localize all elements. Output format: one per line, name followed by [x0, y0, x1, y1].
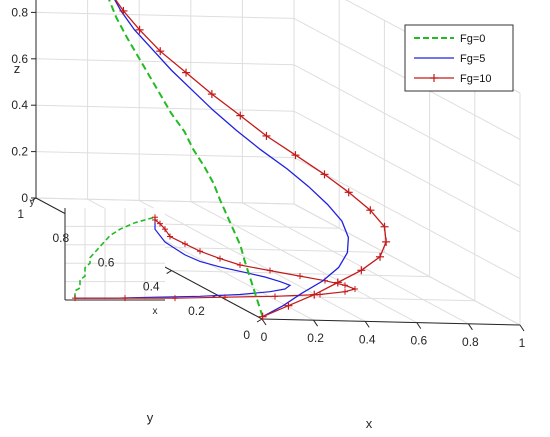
- z-tick-label: 0.8: [11, 5, 28, 19]
- y-tick-label: 0: [243, 328, 250, 342]
- legend-entry: Fg=10: [460, 73, 492, 85]
- grid-line: [171, 270, 430, 278]
- inset-plot: xy: [30, 197, 358, 317]
- y-tick-label: 0.6: [98, 255, 115, 269]
- grid-line: [138, 199, 366, 322]
- x-tick-label: 0.2: [307, 331, 324, 345]
- legend: Fg=0 Fg=5 Fg=10: [404, 24, 514, 92]
- grid-line: [293, 157, 521, 280]
- x-tick: [467, 323, 473, 331]
- x-tick-label: 0: [261, 330, 268, 344]
- x-tick: [313, 319, 319, 327]
- z-tick-label: 0.2: [11, 145, 28, 159]
- x-axis-label: x: [366, 416, 373, 431]
- grid-line: [293, 64, 521, 187]
- series-line: [114, 0, 350, 318]
- legend-entry: Fg=5: [460, 53, 485, 65]
- inset-background: [65, 208, 165, 300]
- inset-series-line: [75, 217, 292, 299]
- y-tick: [166, 270, 172, 275]
- y-axis-label: y: [147, 410, 154, 425]
- grid-line: [35, 58, 295, 66]
- series-line: [108, 0, 264, 318]
- x-tick: [364, 321, 370, 328]
- tick-labels: 0000.20.20.20.40.40.40.60.60.60.80.80.81…: [11, 5, 526, 431]
- grid-line: [35, 104, 295, 112]
- y-tick-label: 0.4: [143, 280, 160, 294]
- z-tick-label: 0.6: [11, 52, 28, 66]
- z-tick-label: 0: [21, 191, 28, 205]
- x-tick: [519, 324, 525, 332]
- x-tick: [416, 322, 422, 329]
- z-tick-label: 0.4: [11, 98, 28, 112]
- x-tick-label: 0.8: [462, 335, 479, 349]
- y-tick: [256, 318, 263, 323]
- grid-line: [35, 11, 295, 19]
- y-tick-label: 0.8: [53, 231, 70, 245]
- grid-line: [293, 110, 521, 233]
- inset-series-line: [74, 216, 156, 299]
- legend-entry: Fg=0: [460, 33, 485, 45]
- grid-line: [35, 151, 295, 159]
- grid-line: [126, 245, 385, 253]
- y-tick-label: 0.2: [188, 304, 205, 318]
- x-tick-label: 0.6: [410, 334, 427, 348]
- y-tick: [30, 197, 37, 202]
- grid-line: [190, 201, 418, 324]
- inset-y-label: y: [30, 197, 35, 208]
- grid-line: [35, 197, 295, 205]
- grid-line: [216, 294, 475, 302]
- z-axis-label: z: [14, 61, 21, 76]
- series-lines: [108, 0, 391, 321]
- grid-line: [242, 202, 469, 325]
- x-tick-label: 1: [519, 336, 526, 350]
- y-tick-label: 1: [17, 207, 24, 221]
- x-axis-line: [261, 318, 521, 326]
- inset-x-label: x: [153, 306, 158, 317]
- x-tick-label: 0.4: [359, 332, 376, 346]
- grid-line: [293, 203, 521, 326]
